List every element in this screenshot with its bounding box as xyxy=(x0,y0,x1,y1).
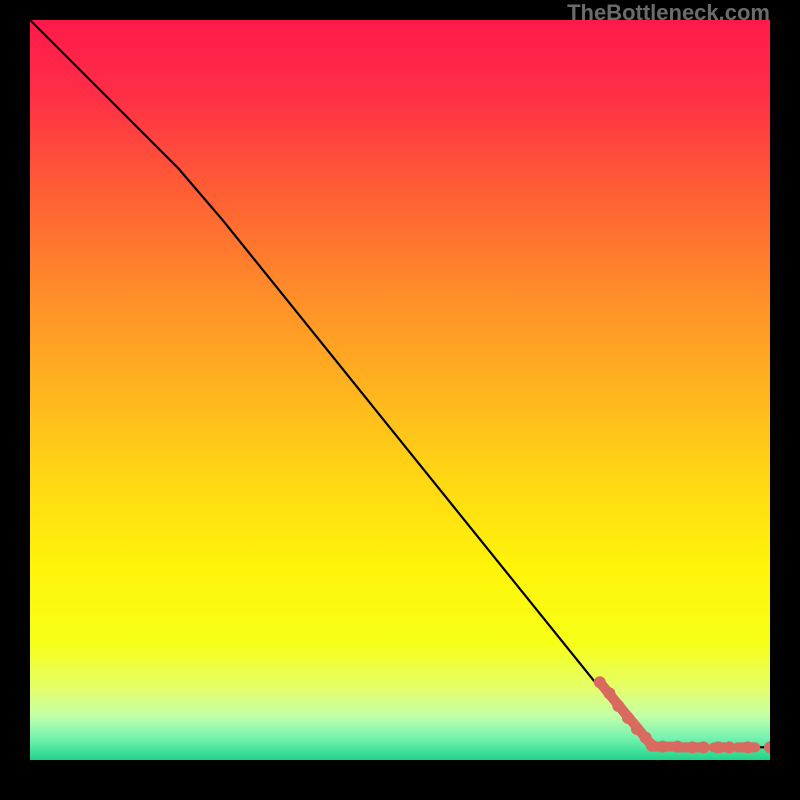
highlight-marker-1 xyxy=(603,687,615,699)
highlight-marker-12 xyxy=(723,741,735,753)
watermark-text: TheBottleneck.com xyxy=(567,0,770,26)
highlight-marker-4 xyxy=(631,723,643,735)
plot-area xyxy=(30,20,770,760)
highlight-marker-11 xyxy=(712,741,724,753)
highlight-marker-9 xyxy=(686,741,698,753)
highlight-marker-13 xyxy=(742,741,754,753)
highlight-marker-14 xyxy=(764,741,770,753)
chart-svg xyxy=(30,20,770,760)
chart-canvas: TheBottleneck.com xyxy=(0,0,800,800)
highlight-marker-3 xyxy=(622,712,634,724)
main-curve xyxy=(30,20,770,747)
highlight-marker-10 xyxy=(697,741,709,753)
highlight-marker-7 xyxy=(657,741,669,753)
highlight-marker-2 xyxy=(612,700,624,712)
highlight-marker-0 xyxy=(594,676,606,688)
highlight-marker-6 xyxy=(646,739,658,751)
highlight-marker-8 xyxy=(672,741,684,753)
